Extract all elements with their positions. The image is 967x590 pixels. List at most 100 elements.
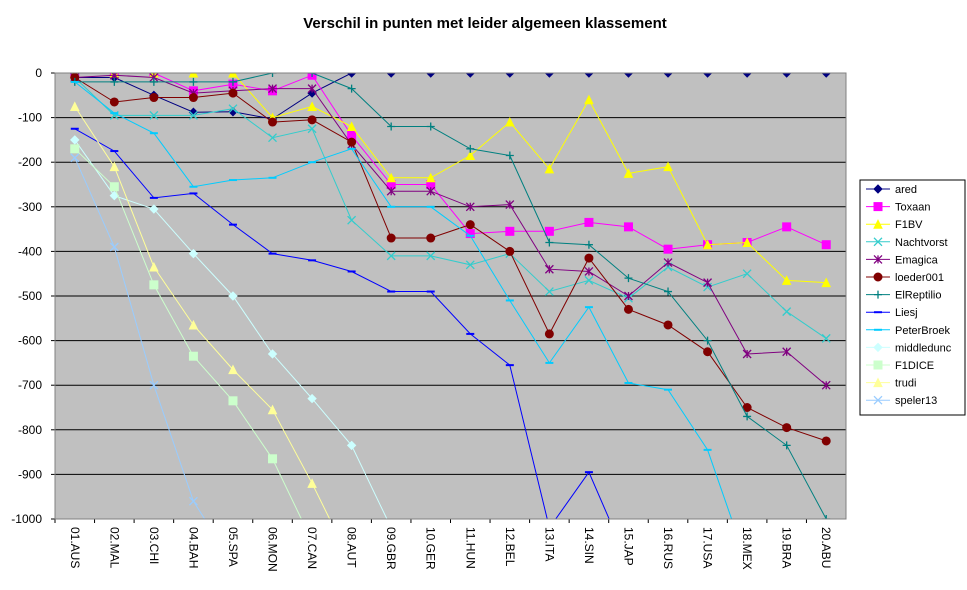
marker bbox=[663, 73, 673, 78]
marker bbox=[149, 261, 159, 272]
marker bbox=[110, 77, 119, 86]
legend-label: ared bbox=[895, 184, 917, 196]
legend-label: F1DICE bbox=[895, 360, 934, 372]
marker bbox=[346, 121, 357, 132]
marker bbox=[584, 217, 594, 227]
marker bbox=[307, 393, 317, 404]
marker bbox=[386, 186, 396, 196]
marker bbox=[465, 150, 476, 161]
marker bbox=[873, 184, 883, 194]
x-tick-label: 11.HUN bbox=[463, 527, 477, 569]
marker bbox=[425, 172, 436, 183]
marker bbox=[584, 94, 594, 105]
marker bbox=[873, 219, 883, 229]
marker bbox=[873, 360, 883, 370]
marker bbox=[703, 336, 712, 345]
x-tick-label: 02.MAL bbox=[107, 527, 121, 569]
marker bbox=[821, 240, 831, 250]
marker bbox=[742, 237, 752, 247]
series-line bbox=[74, 81, 733, 519]
marker bbox=[149, 93, 159, 103]
series-line bbox=[74, 73, 827, 250]
marker bbox=[743, 412, 752, 421]
marker bbox=[386, 233, 396, 243]
marker bbox=[624, 274, 633, 283]
series-line bbox=[74, 73, 827, 120]
x-tick-label: 04.BAH bbox=[186, 527, 200, 568]
marker bbox=[188, 248, 199, 259]
marker bbox=[465, 220, 475, 230]
marker bbox=[544, 73, 555, 78]
marker bbox=[188, 73, 199, 78]
marker bbox=[307, 478, 317, 488]
marker bbox=[873, 395, 883, 405]
y-tick-label: -500 bbox=[18, 289, 42, 303]
marker bbox=[703, 347, 713, 357]
marker bbox=[742, 403, 752, 412]
marker bbox=[782, 423, 792, 433]
marker bbox=[584, 275, 594, 285]
marker bbox=[873, 377, 883, 388]
y-tick-label: -600 bbox=[18, 334, 42, 348]
marker bbox=[663, 258, 673, 268]
marker bbox=[544, 287, 554, 296]
plot-border bbox=[54, 72, 847, 520]
marker bbox=[623, 168, 634, 178]
marker bbox=[70, 144, 80, 154]
marker bbox=[821, 73, 831, 78]
marker bbox=[149, 77, 158, 86]
marker bbox=[821, 436, 831, 446]
x-tick-label: 09.GBR bbox=[384, 527, 398, 570]
marker bbox=[149, 110, 159, 120]
marker bbox=[544, 226, 554, 236]
marker bbox=[584, 267, 594, 276]
marker bbox=[782, 222, 792, 232]
series-line bbox=[74, 77, 827, 339]
marker bbox=[702, 239, 713, 250]
series-line bbox=[74, 73, 827, 519]
marker bbox=[624, 291, 633, 301]
legend-label: middledunc bbox=[895, 342, 952, 354]
marker bbox=[347, 84, 356, 93]
marker bbox=[109, 242, 119, 252]
marker bbox=[149, 204, 159, 214]
marker bbox=[346, 73, 357, 78]
marker bbox=[268, 73, 277, 77]
x-tick-label: 14.SIN bbox=[582, 527, 596, 564]
marker bbox=[70, 135, 80, 145]
marker bbox=[545, 238, 554, 247]
x-tick-label: 03.CHI bbox=[147, 527, 161, 564]
series-line bbox=[74, 74, 827, 386]
marker bbox=[465, 202, 475, 212]
x-tick-label: 10.GER bbox=[424, 527, 438, 570]
marker bbox=[821, 380, 831, 390]
marker bbox=[268, 117, 278, 127]
marker bbox=[873, 202, 883, 212]
marker bbox=[228, 291, 238, 301]
marker bbox=[426, 122, 435, 131]
y-tick-label: -700 bbox=[18, 378, 42, 392]
marker bbox=[873, 272, 883, 282]
y-tick-label: -1000 bbox=[11, 512, 42, 526]
marker bbox=[466, 144, 475, 153]
y-tick-label: -800 bbox=[18, 423, 42, 437]
marker bbox=[663, 161, 673, 172]
legend-label: Emagica bbox=[895, 254, 939, 266]
marker bbox=[874, 290, 882, 299]
marker bbox=[465, 260, 475, 270]
marker bbox=[267, 349, 278, 359]
marker bbox=[505, 151, 514, 160]
marker bbox=[781, 73, 792, 78]
legend-label: ElReptilio bbox=[895, 290, 941, 302]
marker bbox=[873, 342, 883, 353]
marker bbox=[623, 73, 634, 78]
marker bbox=[742, 269, 752, 279]
marker bbox=[873, 254, 883, 264]
y-tick-label: -400 bbox=[18, 244, 42, 258]
marker bbox=[188, 496, 198, 506]
marker bbox=[782, 347, 792, 357]
x-tick-label: 20.ABU bbox=[819, 527, 833, 568]
marker bbox=[109, 161, 120, 172]
marker bbox=[505, 116, 515, 127]
marker bbox=[307, 84, 317, 94]
